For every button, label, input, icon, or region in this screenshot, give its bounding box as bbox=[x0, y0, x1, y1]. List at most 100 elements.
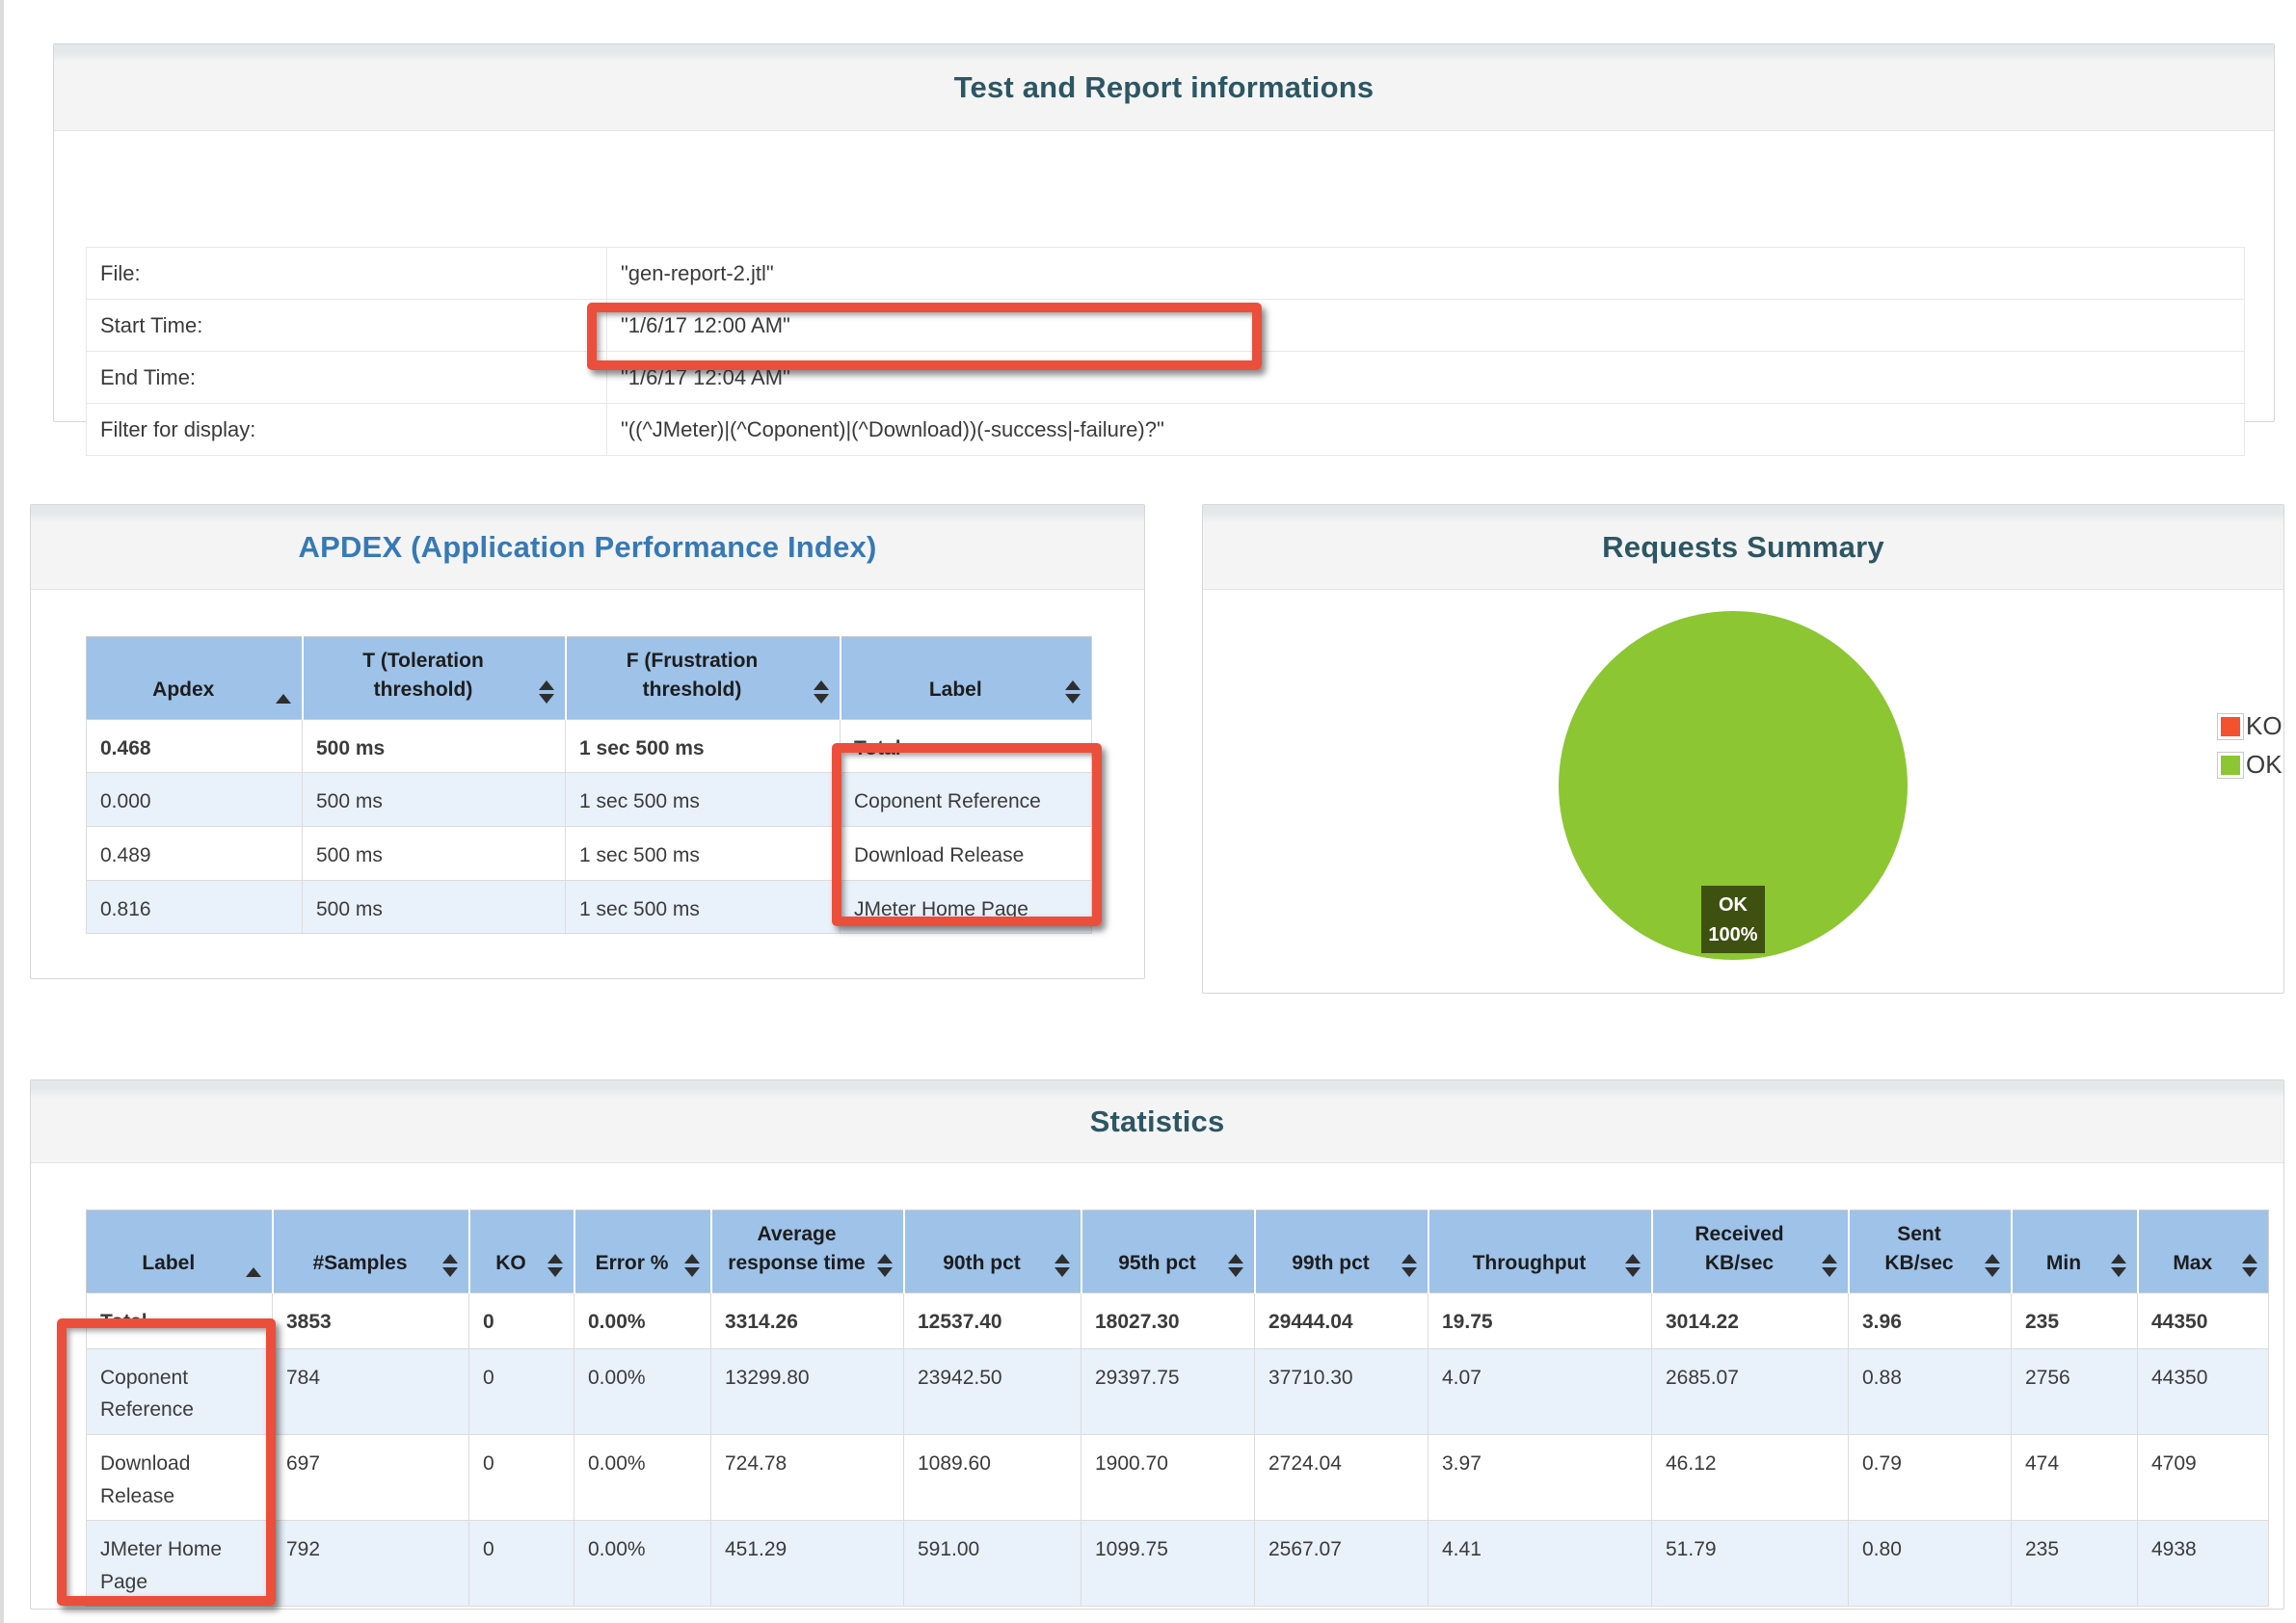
apdex-column-header[interactable]: T (Toleration threshold) bbox=[303, 637, 566, 720]
sort-both-icon bbox=[1822, 1254, 1837, 1277]
sort-both-icon bbox=[1625, 1254, 1641, 1277]
apdex-column-label: T (Toleration threshold) bbox=[362, 650, 484, 701]
statistics-panel: Statistics Label #Samples KOError % Average… bbox=[30, 1079, 2284, 1610]
apdex-cell: 1 sec 500 ms bbox=[566, 719, 841, 773]
statistics-column-header[interactable]: Throughput bbox=[1428, 1211, 1652, 1293]
apdex-column-header[interactable]: Apdex bbox=[87, 637, 303, 720]
sort-both-icon bbox=[442, 1254, 458, 1277]
statistics-cell: 697 bbox=[273, 1435, 469, 1521]
statistics-column-header[interactable]: Sent KB/sec bbox=[1849, 1211, 2012, 1293]
statistics-cell: 46.12 bbox=[1652, 1435, 1849, 1521]
statistics-column-header[interactable]: Max bbox=[2138, 1211, 2269, 1293]
info-row: Start Time:"1/6/17 12:00 AM" bbox=[87, 300, 2245, 352]
info-row-label: Filter for display: bbox=[87, 404, 607, 456]
apdex-row: 0.489500 ms1 sec 500 msDownload Release bbox=[87, 827, 1092, 881]
statistics-column-label: Max bbox=[2173, 1252, 2212, 1274]
statistics-cell: 235 bbox=[2012, 1292, 2138, 1348]
statistics-column-header[interactable]: Received KB/sec bbox=[1652, 1211, 1849, 1293]
statistics-cell: 12537.40 bbox=[904, 1292, 1081, 1348]
statistics-cell: 0.00% bbox=[574, 1348, 711, 1434]
statistics-column-header[interactable]: #Samples bbox=[273, 1211, 469, 1293]
statistics-column-label: 99th pct bbox=[1292, 1252, 1370, 1274]
statistics-header: Statistics bbox=[31, 1080, 2283, 1163]
statistics-cell: 2685.07 bbox=[1652, 1348, 1849, 1434]
statistics-cell: 235 bbox=[2012, 1521, 2138, 1607]
requests-summary-body: OK 100% KO OK bbox=[1203, 590, 2283, 993]
statistics-cell: 4938 bbox=[2138, 1521, 2269, 1607]
statistics-column-header[interactable]: Average response time bbox=[711, 1211, 904, 1293]
apdex-cell: JMeter Home Page bbox=[841, 880, 1092, 934]
test-report-info-panel: Test and Report informations File:"gen-r… bbox=[53, 43, 2275, 422]
legend-item-ko: KO bbox=[2217, 711, 2283, 741]
statistics-cell: 792 bbox=[273, 1521, 469, 1607]
apdex-row: 0.000500 ms1 sec 500 msCoponent Referenc… bbox=[87, 773, 1092, 827]
sort-both-icon bbox=[2111, 1254, 2126, 1277]
statistics-column-header[interactable]: Min bbox=[2012, 1211, 2138, 1293]
statistics-cell: 1900.70 bbox=[1081, 1435, 1255, 1521]
statistics-column-header[interactable]: KO bbox=[469, 1211, 574, 1293]
pie-label-line1: OK bbox=[1705, 891, 1761, 920]
statistics-column-header[interactable]: 99th pct bbox=[1255, 1211, 1428, 1293]
statistics-column-header[interactable]: 95th pct bbox=[1081, 1211, 1255, 1293]
info-row: File:"gen-report-2.jtl" bbox=[87, 248, 2245, 300]
statistics-row: Download Release69700.00%724.781089.6019… bbox=[87, 1435, 2269, 1521]
statistics-cell: Coponent Reference bbox=[87, 1348, 273, 1434]
legend-label: KO bbox=[2246, 711, 2283, 741]
statistics-cell: 23942.50 bbox=[904, 1348, 1081, 1434]
statistics-row: Coponent Reference78400.00%13299.8023942… bbox=[87, 1348, 2269, 1434]
apdex-cell: Download Release bbox=[841, 827, 1092, 881]
sort-asc-icon bbox=[276, 694, 291, 704]
statistics-column-label: Min bbox=[2046, 1252, 2081, 1274]
statistics-column-header[interactable]: Error % bbox=[574, 1211, 711, 1293]
statistics-cell: 19.75 bbox=[1428, 1292, 1652, 1348]
sort-both-icon bbox=[1985, 1254, 2000, 1277]
apdex-cell: 500 ms bbox=[303, 880, 566, 934]
legend-label: OK bbox=[2246, 750, 2283, 780]
statistics-row: JMeter Home Page79200.00%451.29591.00109… bbox=[87, 1521, 2269, 1607]
statistics-title: Statistics bbox=[1090, 1104, 1225, 1139]
apdex-column-header[interactable]: F (Frustration threshold) bbox=[566, 637, 841, 720]
statistics-cell: 29397.75 bbox=[1081, 1348, 1255, 1434]
info-row-value: "1/6/17 12:00 AM" bbox=[607, 300, 2245, 352]
statistics-cell: 784 bbox=[273, 1348, 469, 1434]
statistics-cell: 4.07 bbox=[1428, 1348, 1652, 1434]
apdex-cell: 500 ms bbox=[303, 827, 566, 881]
info-row: Filter for display:"((^JMeter)|(^Coponen… bbox=[87, 404, 2245, 456]
statistics-cell: 0.88 bbox=[1849, 1348, 2012, 1434]
info-row-value: "gen-report-2.jtl" bbox=[607, 248, 2245, 300]
apdex-column-header[interactable]: Label bbox=[841, 637, 1092, 720]
statistics-column-label: Average response time bbox=[728, 1223, 865, 1274]
sort-both-icon bbox=[2242, 1254, 2257, 1277]
statistics-column-label: Sent KB/sec bbox=[1884, 1223, 1953, 1274]
sort-both-icon bbox=[1402, 1254, 1417, 1277]
statistics-column-header[interactable]: 90th pct bbox=[904, 1211, 1081, 1293]
pie-label: OK 100% bbox=[1701, 886, 1765, 953]
statistics-cell: 3853 bbox=[273, 1292, 469, 1348]
statistics-cell: 0 bbox=[469, 1521, 574, 1607]
statistics-header-row: Label #Samples KOError % Average response t… bbox=[87, 1211, 2269, 1293]
apdex-column-label: F (Frustration threshold) bbox=[627, 650, 759, 701]
statistics-cell: 0.79 bbox=[1849, 1435, 2012, 1521]
statistics-cell: 3.96 bbox=[1849, 1292, 2012, 1348]
apdex-table: Apdex T (Toleration threshold) F (Frustrat… bbox=[86, 636, 1092, 934]
sort-both-icon bbox=[1065, 680, 1081, 704]
sort-asc-icon bbox=[246, 1267, 261, 1277]
statistics-cell: 0.00% bbox=[574, 1435, 711, 1521]
statistics-cell: 3314.26 bbox=[711, 1292, 904, 1348]
statistics-column-label: #Samples bbox=[312, 1252, 407, 1274]
apdex-panel: APDEX (Application Performance Index) Ap… bbox=[30, 504, 1145, 979]
requests-summary-header: Requests Summary bbox=[1203, 505, 2283, 590]
statistics-cell: 4.41 bbox=[1428, 1521, 1652, 1607]
info-row: End Time:"1/6/17 12:04 AM" bbox=[87, 352, 2245, 404]
statistics-cell: Total bbox=[87, 1292, 273, 1348]
statistics-cell: 1089.60 bbox=[904, 1435, 1081, 1521]
statistics-cell: 44350 bbox=[2138, 1292, 2269, 1348]
sort-both-icon bbox=[547, 1254, 563, 1277]
statistics-cell: 29444.04 bbox=[1255, 1292, 1428, 1348]
statistics-column-header[interactable]: Label bbox=[87, 1211, 273, 1293]
sort-both-icon bbox=[877, 1254, 893, 1277]
apdex-header-row: Apdex T (Toleration threshold) F (Frustrat… bbox=[87, 637, 1092, 720]
apdex-column-label: Apdex bbox=[152, 678, 214, 701]
apdex-cell: Total bbox=[841, 719, 1092, 773]
statistics-column-label: Throughput bbox=[1473, 1252, 1587, 1274]
